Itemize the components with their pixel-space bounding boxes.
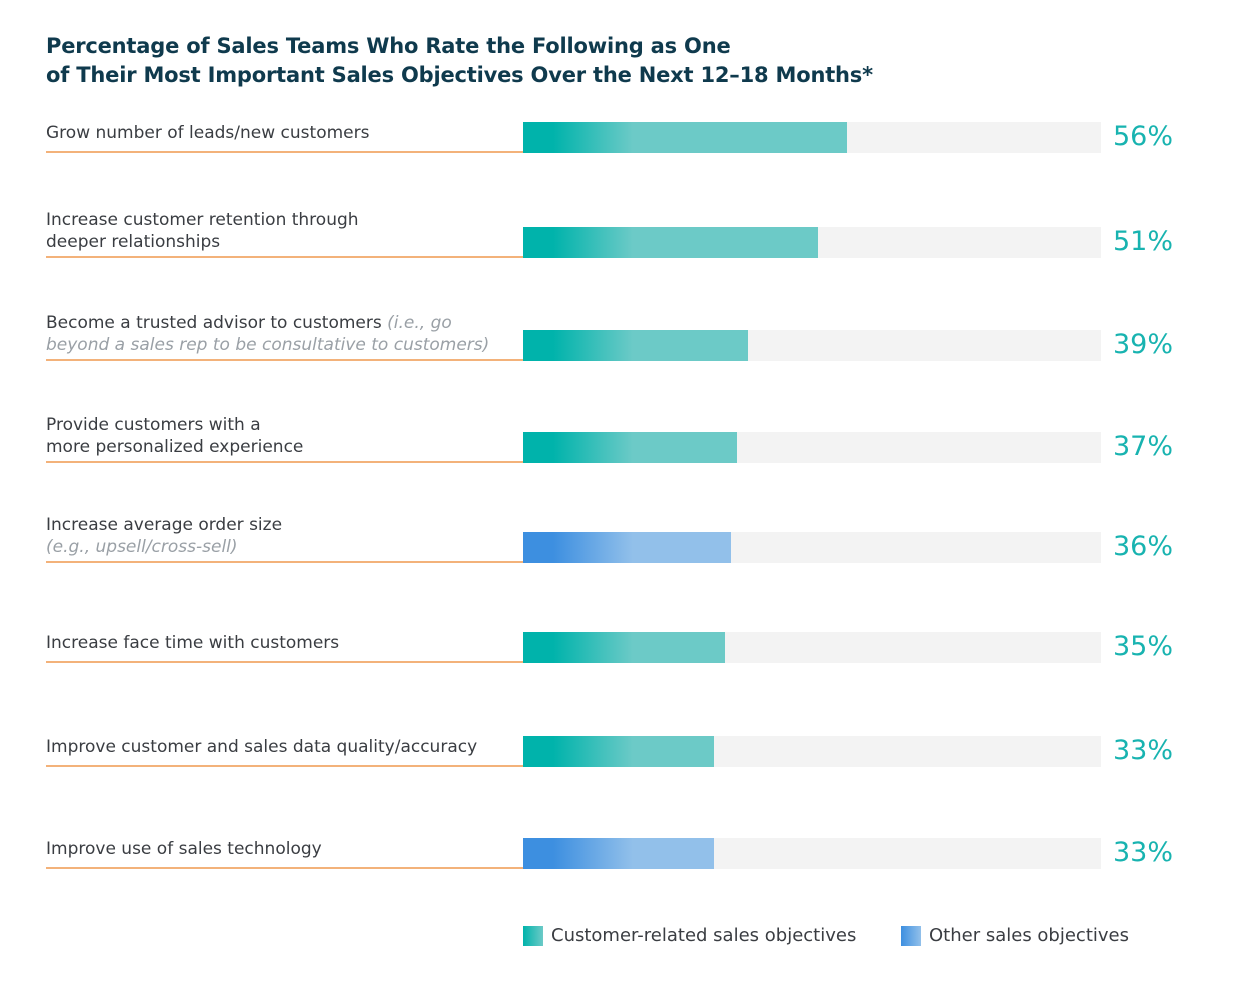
- bar: [523, 122, 847, 153]
- legend-swatch: [901, 926, 921, 946]
- legend-item: Customer-related sales objectives: [523, 925, 863, 947]
- category-label: Increase average order size (e.g., upsell…: [46, 514, 516, 558]
- category-label-text: Increase face time with customers: [46, 633, 340, 653]
- label-underline: [46, 661, 523, 663]
- bar: [523, 330, 748, 361]
- category-label-line: Improve customer and sales data quality/…: [46, 736, 516, 758]
- category-label-note: (i.e., go: [387, 313, 452, 333]
- category-label-line: (e.g., upsell/cross-sell): [46, 536, 516, 558]
- value-label: 37%: [1113, 431, 1174, 462]
- label-underline: [46, 867, 523, 869]
- category-label-line: more personalized experience: [46, 436, 516, 458]
- category-label-text: Improve customer and sales data quality/…: [46, 737, 478, 757]
- bar-track: [523, 736, 1101, 767]
- legend-label: Other sales objectives: [929, 925, 1129, 946]
- bar: [523, 632, 725, 663]
- category-label-line: Increase customer retention through: [46, 209, 516, 231]
- category-label-line: Grow number of leads/new customers: [46, 122, 516, 144]
- category-label-text: Increase customer retention through: [46, 210, 359, 230]
- category-label-text: Become a trusted advisor to customers: [46, 313, 382, 333]
- label-underline: [46, 765, 523, 767]
- value-label: 51%: [1113, 226, 1174, 257]
- legend-item: Other sales objectives: [901, 925, 1141, 947]
- label-underline: [46, 151, 523, 153]
- category-label-text: deeper relationships: [46, 232, 221, 252]
- label-underline: [46, 461, 523, 463]
- value-label: 33%: [1113, 837, 1174, 868]
- value-label: 36%: [1113, 531, 1174, 562]
- category-label-line: Improve use of sales technology: [46, 838, 516, 860]
- bar: [523, 227, 818, 258]
- category-label: Improve customer and sales data quality/…: [46, 736, 516, 758]
- value-label: 33%: [1113, 735, 1174, 766]
- bar: [523, 736, 714, 767]
- bar: [523, 838, 714, 869]
- category-label-line: Provide customers with a: [46, 414, 516, 436]
- chart-title-line-1: Percentage of Sales Teams Who Rate the F…: [46, 34, 731, 58]
- category-label-line: Become a trusted advisor to customers (i…: [46, 312, 516, 334]
- category-label-note: beyond a sales rep to be consultative to…: [46, 335, 490, 355]
- bar-track: [523, 330, 1101, 361]
- chart-title: Percentage of Sales Teams Who Rate the F…: [46, 32, 1046, 90]
- category-label: Increase customer retention through deepe…: [46, 209, 516, 253]
- bar: [523, 532, 731, 563]
- category-label-text: Provide customers with a: [46, 415, 261, 435]
- bar-track: [523, 122, 1101, 153]
- category-label-line: Increase average order size: [46, 514, 516, 536]
- chart-title-line-2: of Their Most Important Sales Objectives…: [46, 63, 873, 87]
- category-label: Increase face time with customers: [46, 632, 516, 654]
- value-label: 39%: [1113, 329, 1174, 360]
- legend-swatch: [523, 926, 543, 946]
- value-label: 56%: [1113, 121, 1174, 152]
- value-label: 35%: [1113, 631, 1174, 662]
- category-label-text: Improve use of sales technology: [46, 839, 322, 859]
- bar-track: [523, 838, 1101, 869]
- bar-track: [523, 432, 1101, 463]
- category-label-line: Increase face time with customers: [46, 632, 516, 654]
- label-underline: [46, 359, 523, 361]
- category-label: Improve use of sales technology: [46, 838, 516, 860]
- category-label: Become a trusted advisor to customers (i…: [46, 312, 516, 356]
- category-label-note: (e.g., upsell/cross-sell): [46, 537, 238, 557]
- bar-track: [523, 532, 1101, 563]
- label-underline: [46, 256, 523, 258]
- bar-track: [523, 227, 1101, 258]
- category-label-line: beyond a sales rep to be consultative to…: [46, 334, 516, 356]
- category-label-line: deeper relationships: [46, 231, 516, 253]
- legend-label: Customer-related sales objectives: [551, 925, 857, 946]
- label-underline: [46, 561, 523, 563]
- category-label: Grow number of leads/new customers: [46, 122, 516, 144]
- bar: [523, 432, 737, 463]
- category-label-text: Grow number of leads/new customers: [46, 123, 370, 143]
- bar-track: [523, 632, 1101, 663]
- category-label-text: Increase average order size: [46, 515, 283, 535]
- category-label: Provide customers with a more personalize…: [46, 414, 516, 458]
- category-label-text: more personalized experience: [46, 437, 304, 457]
